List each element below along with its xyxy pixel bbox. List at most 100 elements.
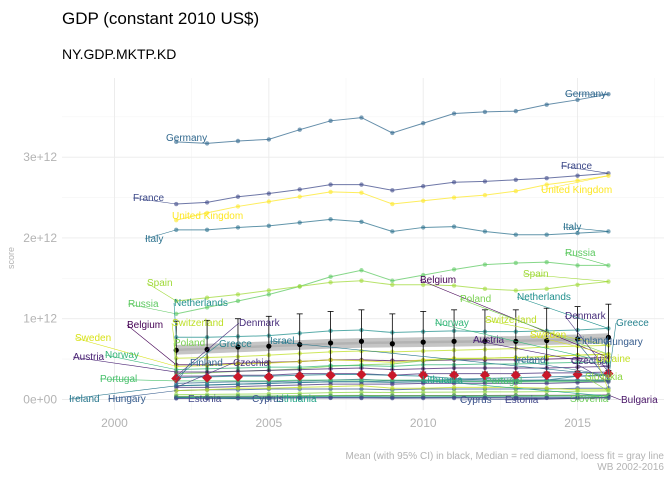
series-point — [297, 220, 302, 225]
median-diamond — [263, 371, 274, 382]
label-leader-austria — [72, 356, 177, 373]
series-point — [359, 182, 364, 187]
series-point — [451, 224, 457, 229]
label-leader-italy — [144, 229, 177, 240]
series-point — [328, 217, 333, 222]
series-point — [204, 295, 210, 300]
country-label-hungary: Hungary — [108, 394, 146, 405]
country-label-slovakia: Slovakia — [585, 372, 623, 383]
label-leader-ireland — [68, 385, 177, 400]
series-point — [359, 278, 364, 283]
caption-line-1: Mean (with 95% CI) in black, Median = re… — [346, 451, 665, 462]
series-point — [390, 381, 395, 387]
series-point — [513, 177, 519, 182]
label-leader-cyprus — [176, 397, 253, 400]
series-point — [204, 387, 210, 393]
series-point — [390, 390, 395, 395]
series-point — [421, 198, 426, 203]
country-label-czechia: Czechia — [571, 356, 608, 367]
label-leader-ireland — [514, 359, 609, 376]
series-point — [451, 381, 457, 386]
mean-point — [358, 338, 365, 344]
series-point — [266, 191, 272, 196]
series-point — [513, 389, 519, 395]
y-axis-title: score — [6, 247, 16, 269]
series-point — [266, 223, 272, 229]
series-point — [359, 268, 364, 273]
series-point — [513, 188, 519, 194]
label-leader-israel — [269, 340, 609, 376]
chart-subtitle: NY.GDP.MKTP.KD — [62, 46, 176, 62]
country-label-italy: Italy — [145, 234, 163, 245]
series-point — [451, 389, 457, 395]
series-point — [204, 200, 210, 205]
y-tick-label: 1e+12 — [23, 312, 57, 326]
mean-point — [235, 344, 241, 350]
label-leader-sweden — [74, 337, 177, 367]
series-point — [575, 263, 580, 268]
y-tick-label: 2e+12 — [23, 231, 57, 245]
series-point — [174, 217, 179, 223]
median-diamond — [418, 370, 429, 381]
country-label-czechia: Czechia — [233, 358, 270, 369]
series-point — [359, 383, 364, 388]
series-point — [482, 179, 488, 184]
label-leader-russia — [127, 303, 177, 315]
series-point — [390, 396, 395, 401]
series-point — [482, 109, 488, 115]
country-label-netherlands: Netherlands — [517, 292, 571, 303]
mean-point — [605, 334, 612, 340]
series-point — [575, 178, 580, 183]
series-point — [328, 189, 333, 195]
country-label-sweden: Sweden — [530, 330, 566, 341]
series-point — [174, 388, 179, 393]
label-leader-norway — [104, 354, 177, 370]
median-diamond — [232, 371, 243, 382]
country-label-israel: Israel — [270, 336, 294, 347]
country-label-portugal: Portugal — [485, 376, 522, 387]
country-label-italy: Italy — [563, 222, 581, 233]
label-leader-czechia — [176, 362, 234, 388]
country-label-united-kingdom: United Kingdom — [541, 185, 612, 196]
series-point — [328, 182, 333, 187]
axes: 2000 2005 2010 2015 0e+00 1e+12 2e+12 3e+12 — [23, 150, 591, 430]
label-leader-sweden — [529, 334, 609, 355]
label-leader-hungary — [604, 341, 609, 389]
series-point — [544, 389, 549, 394]
x-tick-label: 2005 — [255, 416, 282, 430]
mean-point — [389, 341, 395, 347]
series-point — [266, 288, 272, 293]
series-point — [482, 229, 488, 234]
series-point — [482, 192, 488, 198]
series-point — [328, 118, 333, 124]
label-leader-hungary — [107, 390, 177, 400]
country-label-finland: Finland — [576, 336, 609, 347]
label-leader-austria — [472, 339, 609, 367]
series-point — [421, 282, 426, 287]
series-point — [421, 184, 426, 189]
label-leader-denmark — [564, 315, 609, 373]
series-point — [575, 380, 580, 385]
series-point — [451, 111, 457, 116]
series-point — [482, 389, 488, 395]
label-leader-united-kingdom — [540, 175, 609, 191]
series-point — [297, 194, 302, 199]
series-point — [266, 292, 272, 297]
country-label-bulgaria: Bulgaria — [621, 395, 658, 406]
country-label-spain: Spain — [147, 278, 173, 289]
series-point — [544, 395, 549, 401]
country-label-netherlands: Netherlands — [174, 298, 228, 309]
series-point — [204, 305, 210, 310]
series-point — [390, 229, 395, 234]
country-label-ukraine: Ukraine — [596, 354, 631, 365]
median-diamond — [294, 371, 305, 382]
label-leader-russia — [564, 252, 609, 266]
series-point — [235, 225, 241, 230]
plot-area: Germany Germany France France United Kingdom… — [62, 78, 664, 410]
country-label-germany: Germany — [166, 133, 207, 144]
label-leader-finland — [575, 340, 609, 381]
label-leader-belgium — [126, 324, 177, 365]
label-leader-belgium — [419, 279, 609, 358]
median-diamond — [356, 369, 367, 380]
country-label-switzerland: Switzerland — [485, 315, 537, 326]
